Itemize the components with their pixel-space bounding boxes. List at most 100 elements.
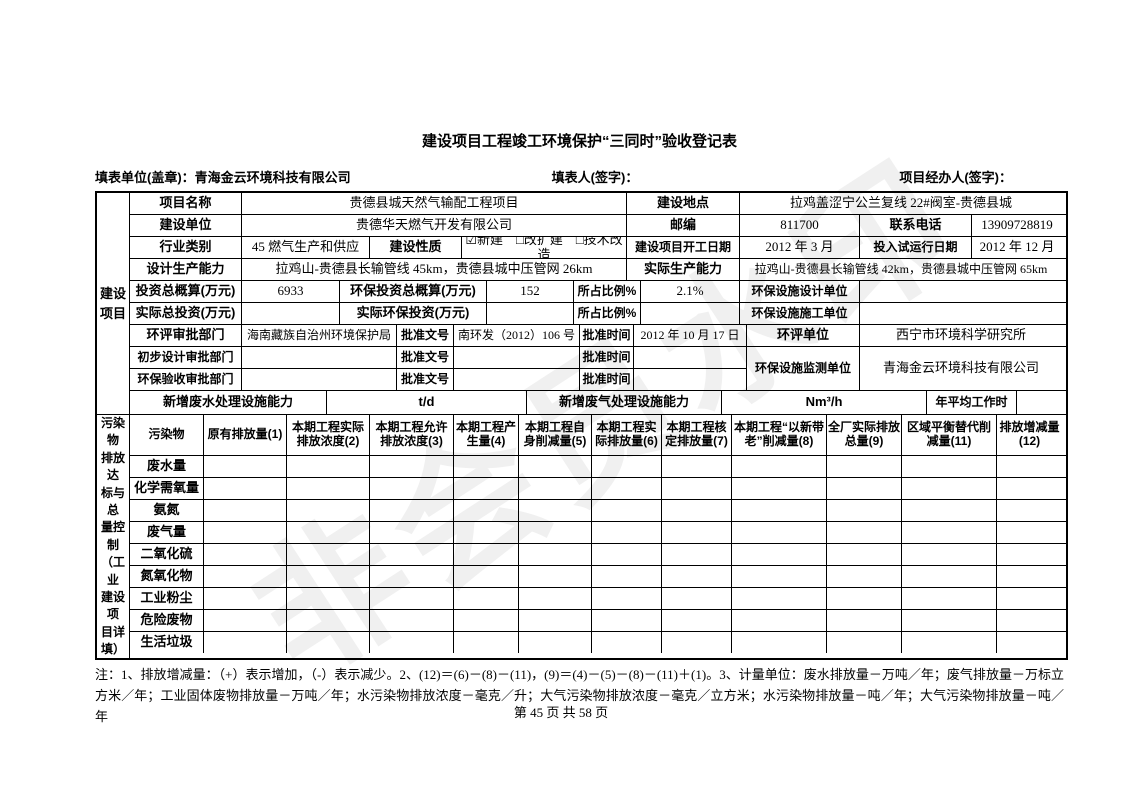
empty-cell: [519, 632, 592, 653]
empty-cell: [287, 566, 370, 587]
empty-cell: [997, 500, 1062, 521]
row-acceptance-approval: 环保验收审批部门 批准文号 批准时间: [130, 369, 747, 390]
eia-unit-label: 环评单位: [747, 325, 860, 346]
empty-cell: [592, 522, 662, 543]
column-header-6: 本期工程实际排放量(6): [592, 415, 662, 455]
industry-value: 45 燃气生产和供应: [242, 237, 370, 258]
construction-nature-checkboxes: ☑新建 □改扩建 □技术改造: [462, 237, 627, 258]
pollutant-name: 废水量: [130, 456, 204, 477]
ratio-label: 所占比例%: [574, 281, 641, 302]
postcode-label: 邮编: [627, 215, 740, 236]
empty-cell: [592, 478, 662, 499]
empty-cell: [370, 544, 454, 565]
empty-cell: [370, 566, 454, 587]
approval-doc2-value: [454, 347, 580, 368]
pollutant-name: 化学需氧量: [130, 478, 204, 499]
pollutant-row-wastegas: 废气量: [130, 522, 1066, 544]
trial-run-date-value: 2012 年 12 月: [979, 239, 1055, 255]
row-actual-investment: 实际总投资(万元) 实际环保投资(万元) 所占比例% 环保设施施工单位: [130, 303, 1066, 325]
project-name-label: 项目名称: [130, 193, 242, 214]
pollutant-row-cod: 化学需氧量: [130, 478, 1066, 500]
empty-cell: [454, 522, 519, 543]
empty-cell: [287, 610, 370, 631]
approval-time3-label: 批准时间: [580, 369, 634, 390]
ep-build-unit-value: [860, 303, 1062, 324]
row-construction-unit: 建设单位 贵德华天燃气开发有限公司 邮编 811700 联系电话 1390972…: [130, 215, 1066, 237]
actual-capacity-label: 实际生产能力: [627, 259, 740, 280]
empty-cell: [204, 500, 287, 521]
phone-label: 联系电话: [860, 215, 972, 236]
ratio2-value: [641, 303, 740, 324]
approval-doc1-label: 批准文号: [397, 325, 454, 346]
empty-cell: [370, 632, 454, 653]
empty-cell: [902, 632, 997, 653]
empty-cell: [204, 566, 287, 587]
empty-cell: [519, 456, 592, 477]
document-page: 建设项目工程竣工环境保护“三同时”验收登记表 填表单位(盖章)：青海金云环境科技…: [95, 130, 1068, 728]
design-approval-dept-label: 初步设计审批部门: [130, 347, 242, 368]
pollutant-name: 氨氮: [130, 500, 204, 521]
approval-time3-value: [634, 369, 747, 390]
approval-time2-value: [634, 347, 747, 368]
registration-table: 建设 项目 项目名称 贵德县城天然气输配工程项目 建设地点 拉鸡盖涩宁公兰复线 …: [95, 191, 1068, 661]
empty-cell: [519, 500, 592, 521]
empty-cell: [454, 566, 519, 587]
empty-cell: [997, 456, 1062, 477]
empty-cell: [454, 478, 519, 499]
empty-cell: [732, 522, 827, 543]
empty-cell: [732, 610, 827, 631]
column-header-3: 本期工程允许排放浓度(3): [370, 415, 454, 455]
empty-cell: [519, 588, 592, 609]
empty-cell: [370, 500, 454, 521]
empty-cell: [592, 456, 662, 477]
empty-cell: [370, 588, 454, 609]
empty-cell: [827, 500, 902, 521]
pollutant-row-dust: 工业粉尘: [130, 588, 1066, 610]
ep-design-unit-label: 环保设施设计单位: [740, 281, 860, 302]
empty-cell: [827, 566, 902, 587]
empty-cell: [827, 456, 902, 477]
empty-cell: [827, 544, 902, 565]
empty-cell: [902, 456, 997, 477]
actual-investment-value: [242, 303, 340, 324]
page-title: 建设项目工程竣工环境保护“三同时”验收登记表: [421, 133, 737, 150]
empty-cell: [662, 632, 732, 653]
design-approval-dept-value: [242, 347, 397, 368]
column-header-1: 原有排放量(1): [204, 415, 287, 455]
empty-cell: [204, 522, 287, 543]
pollutant-name: 工业粉尘: [130, 588, 204, 609]
approval-doc3-label: 批准文号: [397, 369, 454, 390]
empty-cell: [662, 588, 732, 609]
empty-cell: [902, 566, 997, 587]
pollutant-name: 危险废物: [130, 610, 204, 631]
ep-investment-label: 环保投资总概算(万元): [340, 281, 487, 302]
industry-label: 行业类别: [130, 237, 242, 258]
empty-cell: [997, 610, 1062, 631]
empty-cell: [827, 610, 902, 631]
start-date-label: 建设项目开工日期: [627, 237, 740, 258]
annual-hours-value: [1017, 391, 1062, 414]
wastewater-capacity-unit: t/d: [327, 391, 527, 414]
row-design-approval: 初步设计审批部门 批准文号 批准时间: [130, 347, 747, 369]
empty-cell: [662, 456, 732, 477]
empty-cell: [204, 456, 287, 477]
column-header-5: 本期工程自身削减量(5): [519, 415, 592, 455]
column-header-8: 本期工程“以新带老”削减量(8): [732, 415, 827, 455]
empty-cell: [592, 588, 662, 609]
empty-cell: [902, 610, 997, 631]
empty-cell: [370, 522, 454, 543]
approval-time1-label: 批准时间: [580, 325, 634, 346]
eia-unit-value: 西宁市环境科学研究所: [895, 327, 1026, 343]
eia-dept-value: 海南藏族自治州环境保护局: [242, 325, 397, 346]
empty-cell: [592, 610, 662, 631]
empty-cell: [592, 632, 662, 653]
acceptance-approval-dept-label: 环保验收审批部门: [130, 369, 242, 390]
ratio2-label: 所占比例%: [574, 303, 641, 324]
empty-cell: [454, 500, 519, 521]
empty-cell: [204, 478, 287, 499]
acceptance-approval-dept-value: [242, 369, 397, 390]
empty-cell: [997, 478, 1062, 499]
column-header-11: 区域平衡替代削减量(11): [902, 415, 997, 455]
empty-cell: [732, 478, 827, 499]
empty-cell: [997, 632, 1062, 653]
